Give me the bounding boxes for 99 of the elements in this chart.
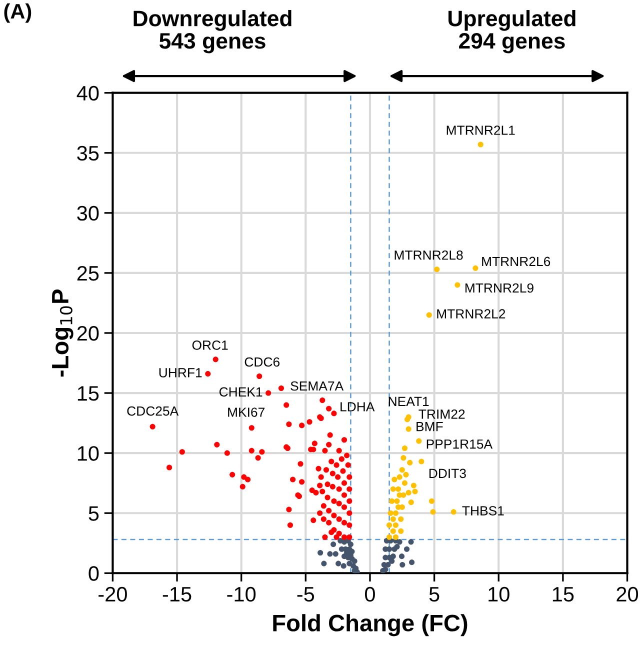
point <box>404 416 410 422</box>
x-tick-label: 10 <box>488 586 510 602</box>
point <box>409 560 415 566</box>
y-axis-title: -Log$_{10}$P <box>52 290 74 377</box>
point <box>400 455 406 461</box>
annotation: DDIT3 <box>429 468 466 478</box>
point <box>406 426 412 432</box>
point <box>407 460 413 466</box>
point <box>390 516 396 522</box>
annotation: MTRNR2L8 <box>394 250 463 260</box>
x-axis-title: Fold Change (FC) <box>273 614 468 636</box>
point <box>478 142 484 148</box>
x-tick-label: 0 <box>365 586 375 602</box>
point <box>396 486 402 492</box>
x-tick-label: -15 <box>162 587 192 602</box>
point <box>408 539 414 545</box>
point <box>412 488 418 494</box>
annotation: THBS1 <box>462 506 504 516</box>
point <box>340 563 346 569</box>
text: Upregulated 294 genes <box>448 10 576 54</box>
point <box>404 546 410 552</box>
point <box>388 510 394 516</box>
point <box>430 509 436 515</box>
point <box>390 554 396 560</box>
point <box>348 542 354 548</box>
point <box>392 534 398 540</box>
annotation: TRIM22 <box>418 409 465 419</box>
point <box>403 472 409 478</box>
text: (A) <box>4 3 32 23</box>
point <box>392 522 398 528</box>
annotation: PPP1R15A <box>426 440 493 449</box>
y-tick-label: 10 <box>78 446 99 461</box>
annotation: CDC6 <box>244 357 280 367</box>
point <box>321 560 327 566</box>
point <box>399 467 405 473</box>
x-tick-label: 20 <box>616 586 638 602</box>
point <box>406 490 412 496</box>
point <box>382 566 388 572</box>
annotation: CDC25A <box>127 406 179 416</box>
point <box>352 558 358 564</box>
point <box>454 282 460 288</box>
point <box>390 486 396 492</box>
point <box>400 562 406 568</box>
y-tick-label: 0 <box>88 566 99 581</box>
point <box>327 551 333 557</box>
point <box>396 539 402 545</box>
y-tick-label: 35 <box>77 146 99 161</box>
point <box>392 476 398 482</box>
y-tick-label: 5 <box>88 506 99 521</box>
point <box>330 542 336 548</box>
point <box>402 445 408 452</box>
annotation: MTRNR2L1 <box>446 126 515 135</box>
point <box>394 498 400 504</box>
annotation: UHRF1 <box>159 368 202 378</box>
point <box>390 528 396 534</box>
point <box>332 551 338 557</box>
point <box>392 510 398 516</box>
x-tick-label: 5 <box>429 587 440 602</box>
x-tick-label: 15 <box>552 587 574 602</box>
y-tick-label: 15 <box>78 386 99 401</box>
point <box>386 522 392 528</box>
y-tick-label: 20 <box>77 326 99 341</box>
x-tick-label: -10 <box>227 586 256 602</box>
x-tick-label: -5 <box>297 587 314 602</box>
annotation: ORC1 <box>192 340 228 350</box>
annotation: BMF <box>416 422 443 432</box>
point <box>398 516 404 522</box>
x-tick-label: -20 <box>98 586 127 602</box>
annotation: MKI67 <box>228 408 264 417</box>
point <box>408 500 414 506</box>
point <box>389 558 395 564</box>
point <box>386 534 392 540</box>
point <box>428 498 435 504</box>
point <box>396 474 402 480</box>
point <box>434 266 440 272</box>
point <box>398 554 405 560</box>
y-tick-label: 40 <box>76 86 99 101</box>
point <box>426 312 432 318</box>
annotation: SEMA7A <box>290 381 344 391</box>
annotation: MTRNR2L6 <box>482 256 550 266</box>
point <box>418 458 424 464</box>
point <box>402 480 408 486</box>
point <box>410 482 416 488</box>
annotation: CHEK1 <box>219 387 262 397</box>
annotation: MTRNR2L9 <box>465 283 534 293</box>
point <box>416 438 422 444</box>
annotation: LDHA <box>340 402 375 412</box>
point <box>394 544 400 550</box>
text: Downregulated 543 genes <box>134 10 292 54</box>
point <box>336 560 342 566</box>
annotation: MTRNR2L2 <box>437 309 506 318</box>
point <box>398 528 404 534</box>
y-tick-label: 25 <box>77 266 99 281</box>
point <box>472 265 478 271</box>
annotation: NEAT1 <box>388 396 429 406</box>
point <box>389 498 395 504</box>
point <box>318 550 324 556</box>
y-tick-label: 30 <box>77 206 99 221</box>
point <box>450 509 456 515</box>
